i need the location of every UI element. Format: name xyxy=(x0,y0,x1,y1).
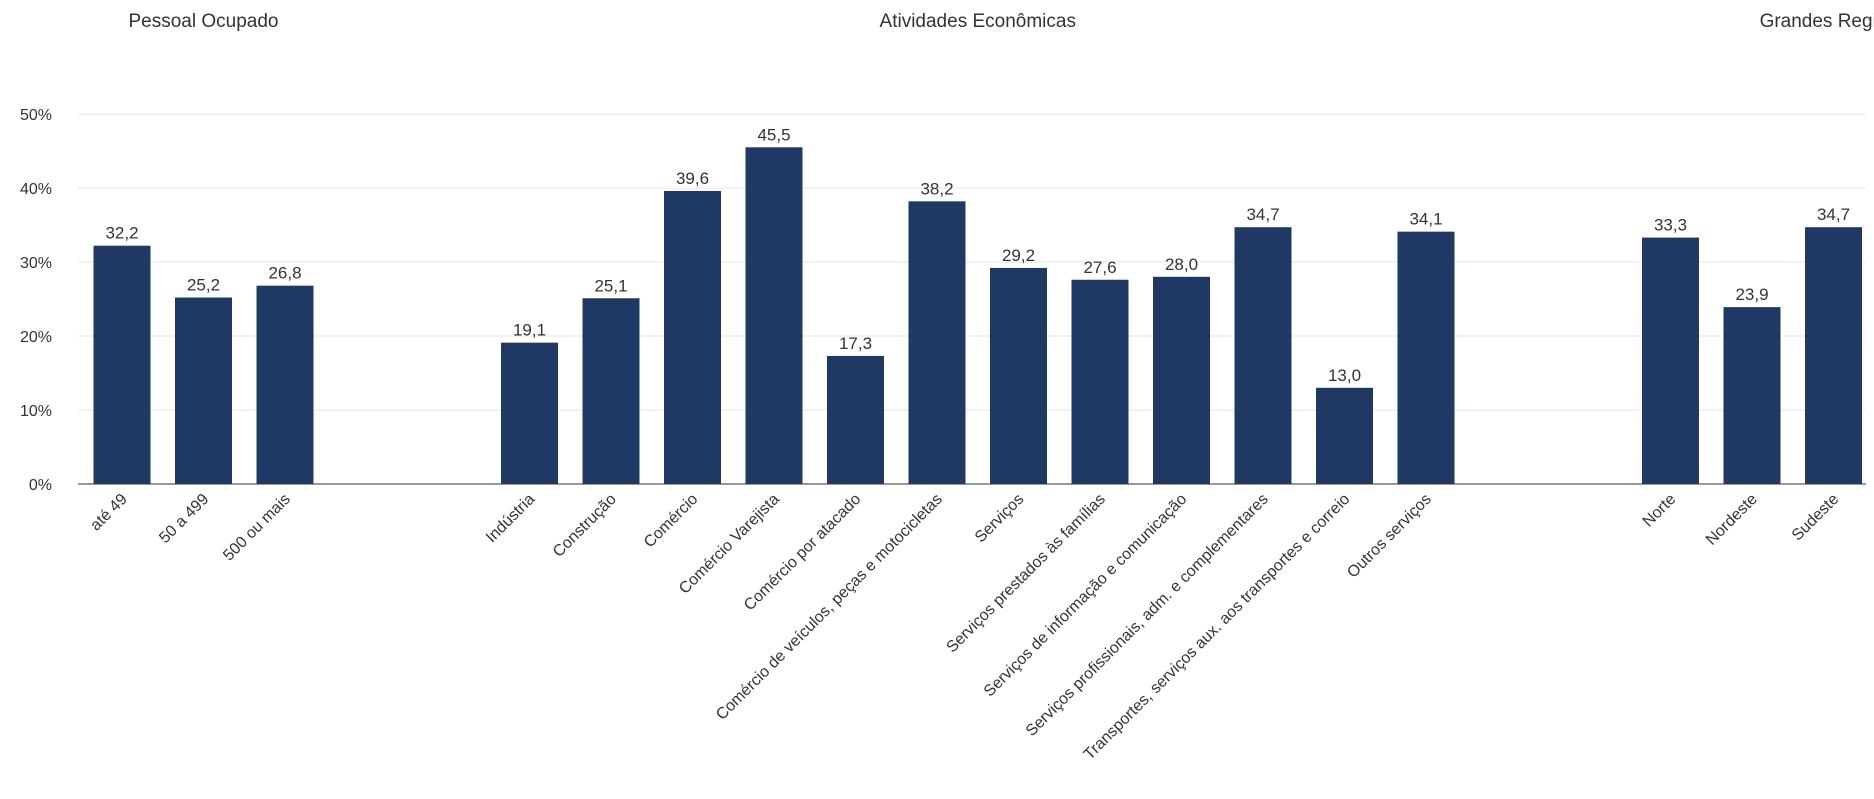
bar xyxy=(1805,227,1862,484)
data-label: 32,2 xyxy=(105,224,138,243)
data-label: 13,0 xyxy=(1328,366,1361,385)
y-tick-label: 30% xyxy=(20,255,52,272)
data-label: 25,2 xyxy=(187,276,220,295)
data-label: 25,1 xyxy=(594,276,627,295)
bar xyxy=(1071,279,1129,484)
data-label: 34,7 xyxy=(1246,205,1279,224)
bar xyxy=(93,245,151,484)
bar xyxy=(1642,237,1699,484)
bar xyxy=(501,342,558,484)
bar xyxy=(664,190,721,484)
x-tick-label: Nordeste xyxy=(1703,491,1761,549)
y-tick-label: 20% xyxy=(20,329,52,346)
data-label: 29,2 xyxy=(1002,246,1035,265)
bar xyxy=(990,267,1047,484)
data-label: 17,3 xyxy=(839,334,872,353)
x-tick-label: Outros serviços xyxy=(1344,491,1435,582)
bar xyxy=(827,355,884,484)
data-label: 33,3 xyxy=(1654,216,1687,235)
data-label: 38,2 xyxy=(920,179,953,198)
data-label: 19,1 xyxy=(513,321,546,340)
data-label: 39,6 xyxy=(676,169,709,188)
bar xyxy=(175,297,232,484)
bar xyxy=(256,285,314,484)
x-tick-label: 50 a 499 xyxy=(156,491,212,547)
x-tick-label: Comércio xyxy=(641,491,702,552)
group-title: Atividades Econômicas xyxy=(880,11,1076,32)
x-tick-label: Serviços prestados às famílias xyxy=(943,491,1108,656)
y-tick-label: 10% xyxy=(20,403,52,420)
group-title: Grandes Regiões xyxy=(1760,11,1874,32)
bar xyxy=(582,298,640,484)
x-tick-label: Norte xyxy=(1640,491,1680,531)
bar xyxy=(1234,227,1292,484)
bar xyxy=(745,147,803,485)
x-tick-label: Serviços xyxy=(972,491,1027,546)
data-label: 23,9 xyxy=(1735,285,1768,304)
data-label: 34,1 xyxy=(1409,210,1442,229)
bar xyxy=(1153,276,1210,484)
bar xyxy=(1316,387,1373,484)
x-tick-label: Construção xyxy=(550,491,620,561)
x-tick-label: até 49 xyxy=(87,491,131,535)
bar xyxy=(908,201,966,484)
bar xyxy=(1723,307,1781,484)
data-label: 34,7 xyxy=(1817,205,1850,224)
x-tick-label: Indústria xyxy=(483,491,538,546)
x-tick-label: Sudeste xyxy=(1789,491,1843,545)
y-tick-label: 40% xyxy=(20,181,52,198)
y-tick-label: 0% xyxy=(29,477,52,494)
group-title: Pessoal Ocupado xyxy=(129,11,279,32)
x-tick-label: Transportes, serviços aux. aos transport… xyxy=(1081,491,1354,764)
bar xyxy=(1397,231,1455,484)
data-label: 28,0 xyxy=(1165,255,1198,274)
x-tick-label: 500 ou mais xyxy=(220,491,294,565)
data-label: 27,6 xyxy=(1083,258,1116,277)
data-label: 26,8 xyxy=(268,264,301,283)
y-tick-label: 50% xyxy=(20,107,52,124)
data-label: 45,5 xyxy=(757,125,790,144)
